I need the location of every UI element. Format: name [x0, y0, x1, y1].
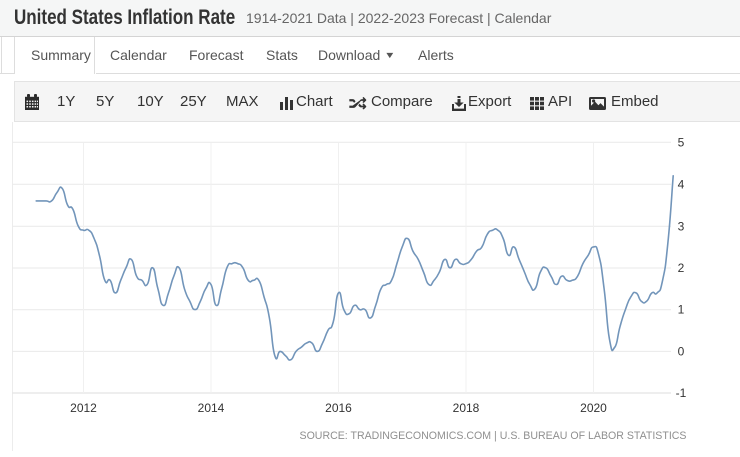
svg-text:SOURCE: TRADINGECONOMICS.COM |: SOURCE: TRADINGECONOMICS.COM | U.S. BURE… [300, 430, 687, 442]
svg-text:2016: 2016 [325, 401, 352, 415]
svg-text:3: 3 [678, 219, 685, 233]
svg-text:2018: 2018 [453, 401, 480, 415]
svg-text:2012: 2012 [70, 401, 97, 415]
svg-text:4: 4 [678, 177, 685, 191]
svg-text:-1: -1 [676, 386, 687, 400]
svg-text:1: 1 [678, 303, 685, 317]
svg-text:2020: 2020 [580, 401, 607, 415]
svg-text:2014: 2014 [198, 401, 225, 415]
svg-text:2: 2 [678, 261, 685, 275]
svg-text:5: 5 [678, 135, 685, 149]
svg-text:0: 0 [678, 344, 685, 358]
